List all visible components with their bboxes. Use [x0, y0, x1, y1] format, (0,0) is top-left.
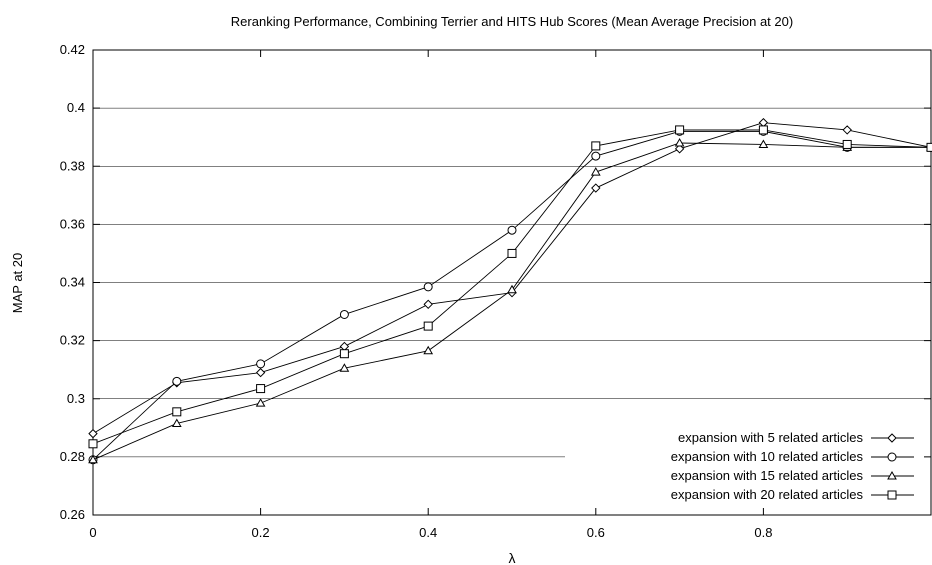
- data-point-square: [256, 384, 266, 394]
- y-tick-label: 0.34: [60, 275, 85, 290]
- axis-ticks: 0.26 0.28 0.3 0.32 0.34 0.36 0.38 0.4 0.42 0 0.2 0.…: [60, 42, 931, 540]
- data-point-circle: [507, 225, 517, 235]
- chart-title: Reranking Performance, Combining Terrier…: [231, 14, 793, 29]
- y-tick-label: 0.38: [60, 158, 85, 173]
- data-point-square: [758, 125, 768, 135]
- data-point-triangle: [507, 284, 517, 294]
- legend-marker-square: [887, 490, 897, 500]
- series-line: [92, 142, 931, 461]
- series-line: [92, 122, 932, 435]
- data-point-diamond: [842, 125, 852, 135]
- data-point-square: [926, 142, 932, 152]
- legend-label: expansion with 5 related articles: [678, 430, 863, 445]
- data-point-square: [842, 139, 852, 149]
- data-point-square: [507, 248, 517, 258]
- y-tick-label: 0.3: [67, 391, 85, 406]
- data-point-triangle: [590, 167, 601, 176]
- data-point-triangle: [88, 454, 98, 464]
- data-point-triangle: [423, 345, 434, 355]
- y-tick-label: 0.26: [60, 507, 85, 522]
- legend-marker-circle: [887, 452, 897, 462]
- legend-label: expansion with 20 related articles: [671, 487, 864, 502]
- data-point-triangle: [339, 363, 350, 372]
- data-point-triangle: [171, 418, 182, 427]
- y-tick-label: 0.4: [67, 100, 85, 115]
- data-point-circle: [591, 151, 601, 161]
- data-point-triangle: [255, 398, 266, 407]
- x-tick-label: 0.6: [587, 525, 605, 540]
- data-point-diamond: [423, 299, 433, 310]
- data-point-square: [591, 141, 601, 151]
- legend-label: expansion with 15 related articles: [671, 468, 864, 483]
- data-point-diamond: [674, 144, 685, 154]
- data-point-triangle: [674, 137, 685, 147]
- series-triangle: [88, 137, 932, 464]
- data-point-square: [675, 125, 685, 135]
- y-tick-label: 0.32: [60, 333, 85, 348]
- x-axis-label: λ: [509, 550, 516, 565]
- data-point-square: [172, 407, 182, 417]
- data-point-diamond: [88, 428, 98, 439]
- y-tick-label: 0.42: [60, 42, 85, 57]
- y-tick-label: 0.36: [60, 216, 85, 231]
- data-point-circle: [339, 309, 349, 319]
- data-point-triangle: [758, 139, 769, 148]
- series-group: [88, 117, 932, 465]
- x-tick-label: 0: [89, 525, 96, 540]
- grid-lines: [93, 107, 931, 458]
- series-square: [88, 125, 932, 449]
- x-tick-label: 0.4: [419, 525, 437, 540]
- legend-marker-triangle: [887, 470, 897, 480]
- data-point-circle: [256, 359, 266, 369]
- data-point-diamond: [255, 367, 266, 378]
- data-point-circle: [423, 282, 433, 292]
- y-tick-label: 0.28: [60, 449, 85, 464]
- x-tick-label: 0.8: [754, 525, 772, 540]
- legend-label: expansion with 10 related articles: [671, 449, 864, 464]
- y-axis-label: MAP at 20: [10, 253, 25, 313]
- data-point-circle: [172, 376, 182, 386]
- data-point-diamond: [591, 183, 601, 193]
- legend: expansion with 5 related articles expansi…: [671, 430, 914, 502]
- data-point-square: [423, 321, 433, 331]
- data-point-square: [339, 349, 349, 359]
- legend-marker-diamond: [887, 433, 897, 443]
- x-tick-label: 0.2: [252, 525, 270, 540]
- data-point-square: [88, 439, 98, 449]
